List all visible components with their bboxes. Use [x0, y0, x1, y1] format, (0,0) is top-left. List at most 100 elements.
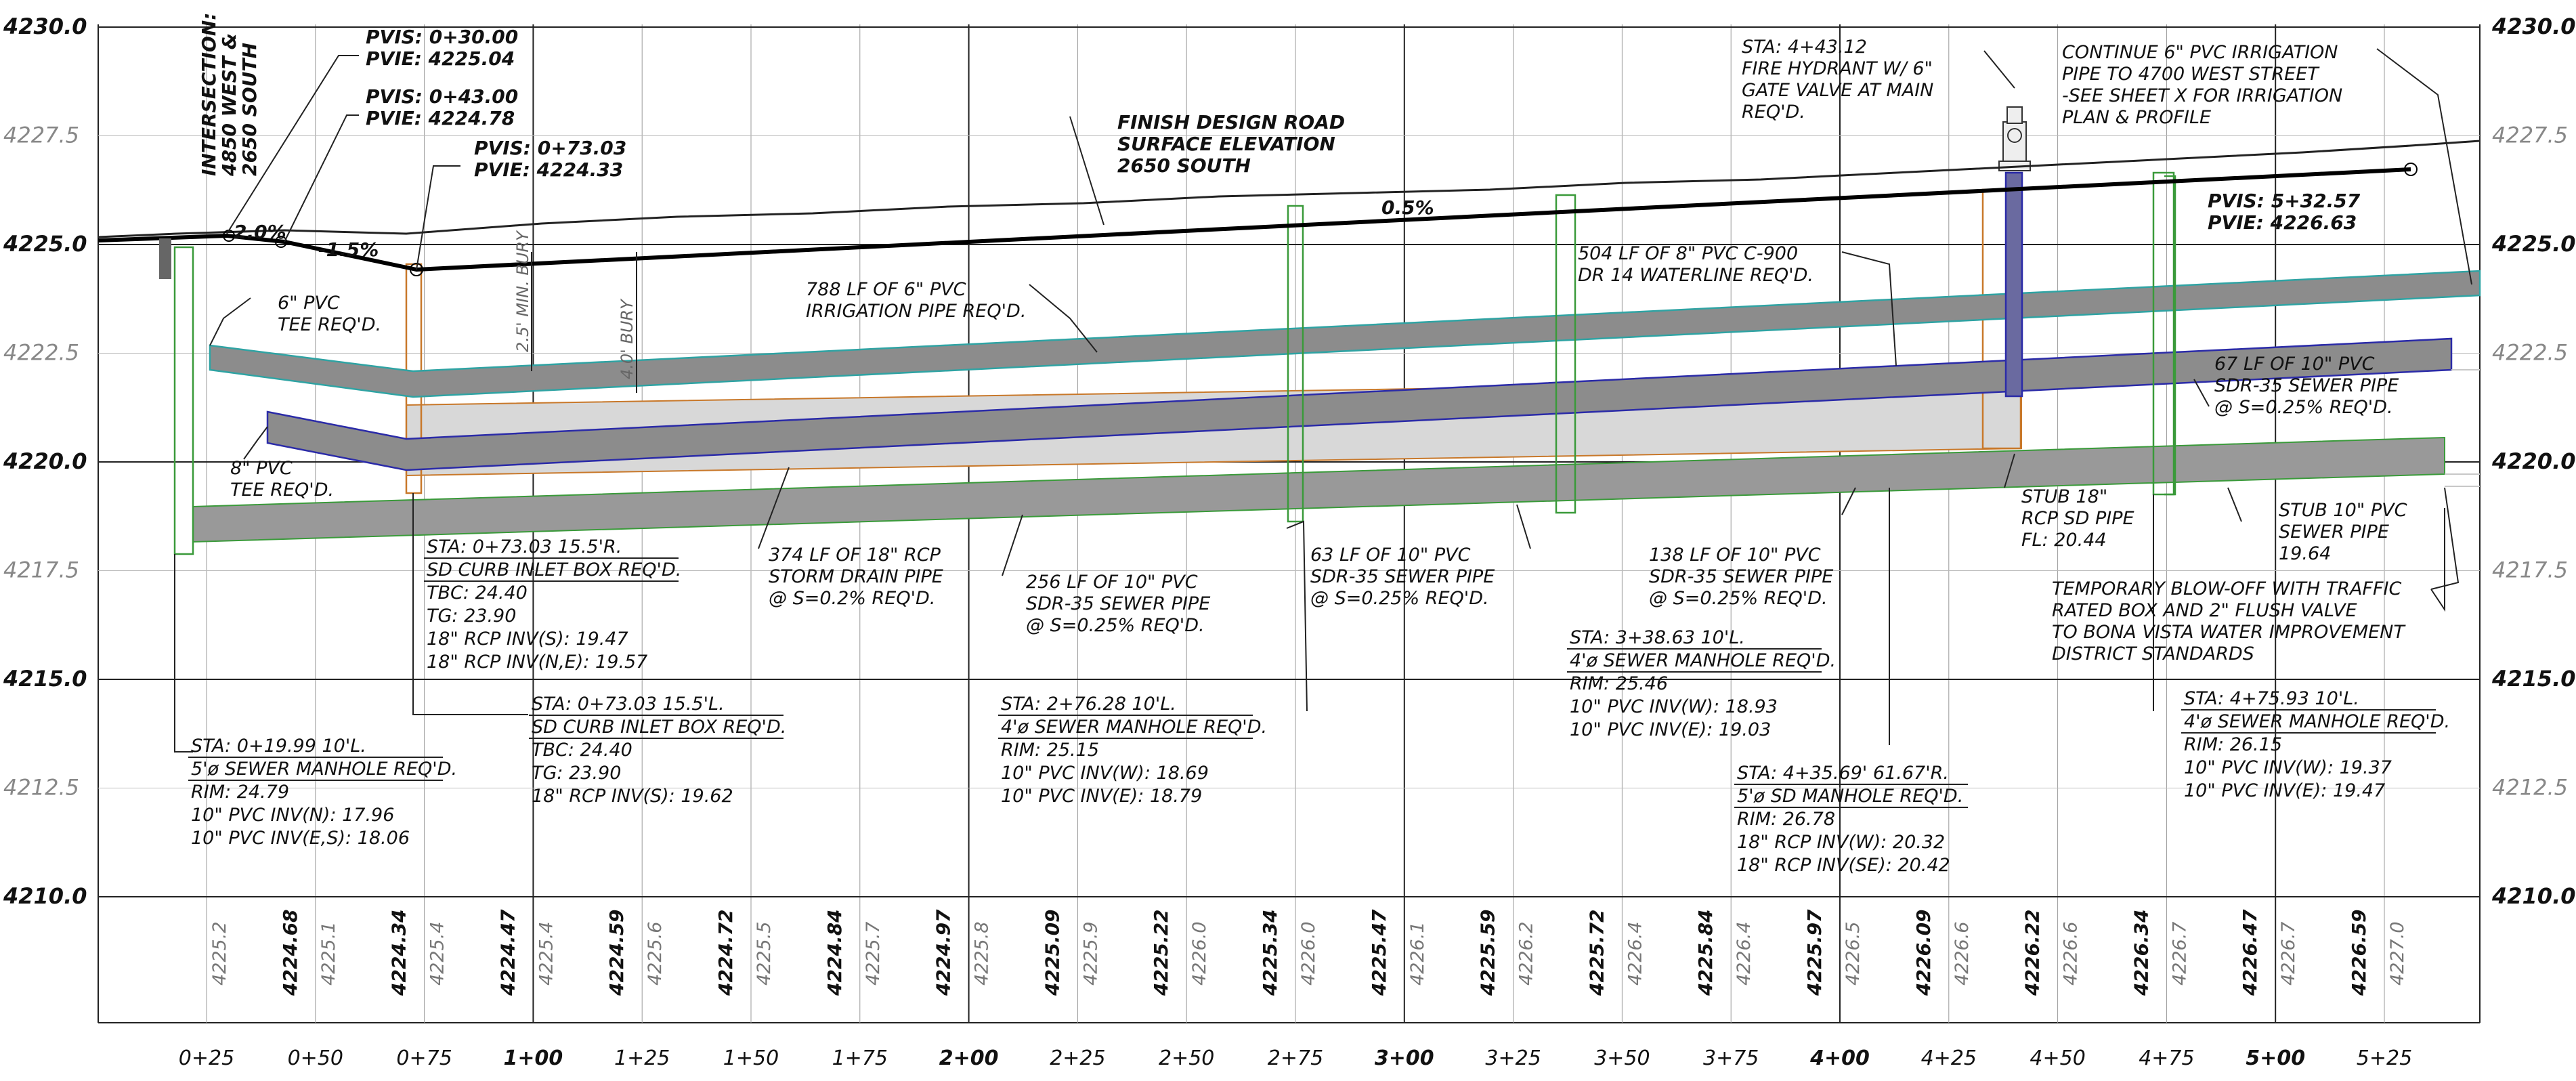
- manhole-019-label-line: 10" PVC INV(N): 17.96: [191, 805, 394, 826]
- station-label: 1+75: [832, 1046, 888, 1070]
- station-label: 2+50: [1159, 1046, 1214, 1070]
- pvi-label-4-line: PVIS: 5+32.57: [2208, 190, 2361, 212]
- pvi-label-2-line: PVIE: 4224.78: [366, 107, 515, 129]
- manhole-475-label: STA: 4+75.93 10'L.4'ø SEWER MANHOLE REQ'…: [2181, 688, 2450, 801]
- inlet-left-label-line: TG: 23.90: [532, 763, 621, 784]
- elevation-label-left: 4222.5: [3, 340, 79, 366]
- manhole-338-label-line: 4'ø SEWER MANHOLE REQ'D.: [1570, 650, 1836, 671]
- inlet-left-label-line: 18" RCP INV(S): 19.62: [532, 786, 733, 807]
- station-label: 3+50: [1594, 1046, 1650, 1070]
- manhole-475-label-line: 10" PVC INV(E): 19.47: [2184, 780, 2385, 801]
- ground-elevation: 4227.0: [2387, 922, 2408, 985]
- inlet-left-label: STA: 0+73.03 15.5'L.SD CURB INLET BOX RE…: [529, 694, 786, 807]
- slope-main-label: 0.5%: [1381, 196, 1434, 219]
- station-label: 0+50: [288, 1046, 343, 1070]
- hydrant-label-line: STA: 4+43.12: [1742, 37, 1867, 58]
- elevation-label-left: 4225.0: [3, 231, 87, 257]
- finish-elevation: 4226.22: [2021, 909, 2044, 996]
- elevation-label-right: 4230.0: [2491, 14, 2575, 39]
- finish-elevation: 4224.68: [279, 909, 301, 996]
- irrigation-label-line: 788 LF OF 6" PVC: [806, 279, 966, 300]
- manhole-475-label-line: RIM: 26.15: [2184, 734, 2282, 755]
- tee-8-label-line: 8" PVC: [230, 458, 293, 479]
- station-label: 5+25: [2357, 1046, 2412, 1070]
- inlet-right-label-line: TG: 23.90: [427, 606, 516, 627]
- manhole-435-label-line: 18" RCP INV(W): 20.32: [1737, 832, 1945, 853]
- inlet-left-label-line: STA: 0+73.03 15.5'L.: [532, 694, 725, 715]
- blowoff-label-line: TO BONA VISTA WATER IMPROVEMENT: [2052, 622, 2406, 643]
- blowoff-label-line: DISTRICT STANDARDS: [2052, 643, 2254, 664]
- ground-elevation: 4225.4: [427, 922, 448, 985]
- elevation-label-left: 4212.5: [3, 775, 79, 801]
- ground-elevation: 4225.5: [754, 922, 775, 985]
- intersection-label: INTERSECTION:4850 WEST &2650 SOUTH: [198, 13, 261, 177]
- pvi-label-3-line: PVIE: 4224.33: [474, 158, 623, 181]
- continue-label-line: -SEE SHEET X FOR IRRIGATION: [2062, 85, 2342, 106]
- manhole-435-label: STA: 4+35.69' 61.67'R.5'ø SD MANHOLE REQ…: [1734, 763, 1968, 876]
- ground-elevation: 4226.2: [1516, 922, 1537, 985]
- ground-elevation: 4226.7: [2278, 922, 2299, 985]
- elevation-label-left: 4217.5: [3, 557, 79, 583]
- finish-elevation: 4226.47: [2239, 909, 2261, 996]
- station-label: 3+25: [1485, 1046, 1541, 1070]
- continue-label-line: PLAN & PROFILE: [2062, 107, 2211, 128]
- pvi-label-1-line: PVIE: 4225.04: [366, 47, 515, 70]
- irrigation-label-line: IRRIGATION PIPE REQ'D.: [806, 301, 1026, 322]
- ground-elevation: 4225.8: [972, 922, 993, 985]
- stub-18-label-line: FL: 20.44: [2021, 530, 2107, 551]
- bury-labels: 2.5' MIN. BURY 4.0' BURY: [513, 230, 637, 379]
- existing-ground-line: [98, 140, 2481, 238]
- ground-elevation: 4226.0: [1189, 922, 1210, 985]
- irrigation-pipe: [209, 270, 2481, 398]
- station-label: 2+25: [1050, 1046, 1105, 1070]
- ground-elevation: 4226.5: [1843, 922, 1864, 985]
- elevation-label-right: 4220.0: [2491, 448, 2575, 474]
- elevation-labels-right: 4230.0 4227.5 4225.0 4222.5 4220.0 4217.5 4215…: [2491, 14, 2575, 909]
- manhole-019-label-line: 5'ø SEWER MANHOLE REQ'D.: [191, 759, 457, 780]
- intersection-line: INTERSECTION:: [198, 13, 220, 176]
- hydrant-riser: [2004, 171, 2023, 398]
- station-label: 3+75: [1703, 1046, 1759, 1070]
- manhole-019-label-line: STA: 0+19.99 10'L.: [191, 736, 366, 757]
- finish-elevation: 4226.59: [2348, 909, 2370, 996]
- bury-4-label: 4.0' BURY: [618, 298, 637, 379]
- sewer-manholes: [173, 171, 2176, 555]
- storm-374-label-line: STORM DRAIN PIPE: [769, 566, 943, 587]
- sewer-67-label-line: @ S=0.25% REQ'D.: [2214, 397, 2393, 418]
- sewer-67-label-line: 67 LF OF 10" PVC: [2214, 354, 2375, 375]
- manhole-338-label-line: 10" PVC INV(W): 18.93: [1570, 696, 1778, 717]
- slope-neg-label: -1.5%: [318, 238, 379, 261]
- tee-6-label-line: TEE REQ'D.: [278, 314, 381, 335]
- manhole-475-label-line: STA: 4+75.93 10'L.: [2184, 688, 2359, 709]
- station-label: 1+25: [614, 1046, 670, 1070]
- finish-elevation: 4226.09: [1912, 909, 1935, 996]
- finish-elevation: 4225.09: [1041, 909, 1063, 996]
- finish-road-label-line: 2650 SOUTH: [1117, 154, 1251, 177]
- finish-elevation: 4225.22: [1150, 909, 1172, 996]
- finish-elevation: 4224.97: [932, 909, 955, 996]
- manhole-019-label: STA: 0+19.99 10'L.5'ø SEWER MANHOLE REQ'…: [188, 736, 457, 849]
- station-label: 4+25: [1921, 1046, 1977, 1070]
- elevation-label-right: 4222.5: [2492, 340, 2568, 366]
- finish-road-label-line: FINISH DESIGN ROAD: [1117, 111, 1345, 133]
- elevation-label-right: 4217.5: [2492, 557, 2568, 583]
- leader-lines: [174, 48, 2472, 753]
- inlet-right-label-line: TBC: 24.40: [427, 582, 528, 603]
- hydrant-label-line: REQ'D.: [1742, 102, 1805, 123]
- station-label: 4+50: [2030, 1046, 2085, 1070]
- elevation-label-right: 4225.0: [2491, 231, 2575, 257]
- blowoff-label-line: RATED BOX AND 2" FLUSH VALVE: [2052, 600, 2357, 621]
- pvi-label-3-line: PVIS: 0+73.03: [474, 137, 626, 159]
